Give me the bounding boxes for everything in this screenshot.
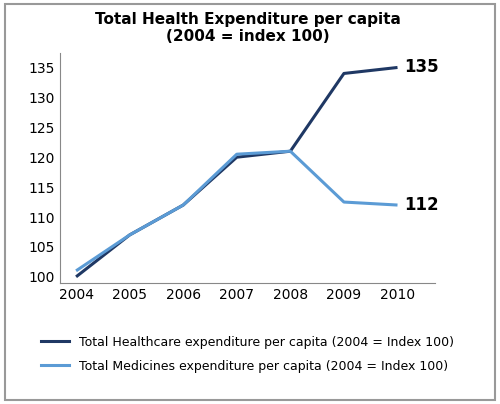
Legend: Total Healthcare expenditure per capita (2004 = Index 100), Total Medicines expe: Total Healthcare expenditure per capita … <box>36 330 459 378</box>
Text: 112: 112 <box>404 196 438 214</box>
Text: 135: 135 <box>404 59 438 76</box>
Title: Total Health Expenditure per capita
(2004 = index 100): Total Health Expenditure per capita (200… <box>94 12 401 44</box>
